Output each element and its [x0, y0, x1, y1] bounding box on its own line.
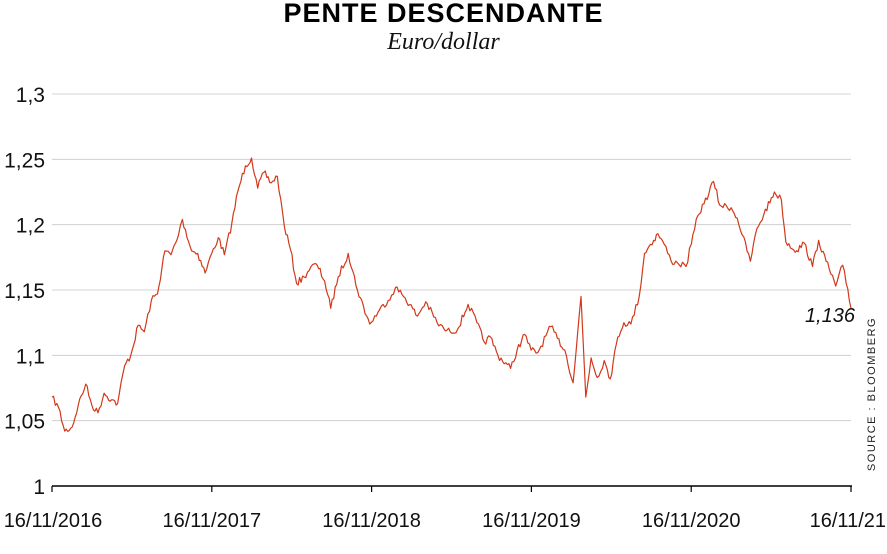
eurusd-series-line: [51, 157, 852, 432]
y-tick-label: 1,15: [4, 280, 45, 303]
x-tick-label: 16/11/2019: [482, 510, 581, 532]
x-tick-label: 16/11/21: [810, 510, 886, 532]
x-tick-label: 16/11/2016: [4, 510, 103, 532]
y-tick-label: 1,2: [16, 215, 45, 238]
y-tick-label: 1,05: [4, 411, 45, 434]
x-tick-label: 16/11/2017: [162, 510, 261, 532]
x-tick-label: 16/11/2020: [642, 510, 741, 532]
chart-subtitle: Euro/dollar: [387, 29, 500, 55]
x-axis: 16/11/2016 16/11/2017 16/11/2018 16/11/2019…: [4, 485, 886, 532]
y-tick-label: 1: [33, 476, 45, 499]
y-tick-label: 1,25: [4, 149, 45, 172]
source-note: SOURCE : BLOOMBERG: [866, 316, 878, 472]
end-value-label: 1,136: [805, 305, 856, 327]
y-tick-label: 1,1: [16, 345, 45, 368]
y-tick-label: 1,3: [16, 84, 45, 107]
x-tick-label: 16/11/2018: [322, 510, 421, 532]
gridlines: [52, 93, 851, 422]
chart-title: PENTE DESCENDANTE: [283, 0, 604, 28]
y-axis: 1 1,05 1,1 1,15 1,2 1,25 1,3: [4, 84, 45, 499]
